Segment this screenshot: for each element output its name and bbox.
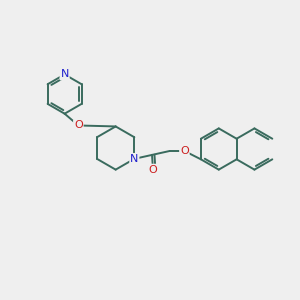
Text: N: N	[60, 69, 69, 80]
Text: O: O	[180, 146, 189, 156]
Text: O: O	[74, 121, 83, 130]
Text: O: O	[148, 165, 158, 175]
Text: N: N	[130, 154, 139, 164]
